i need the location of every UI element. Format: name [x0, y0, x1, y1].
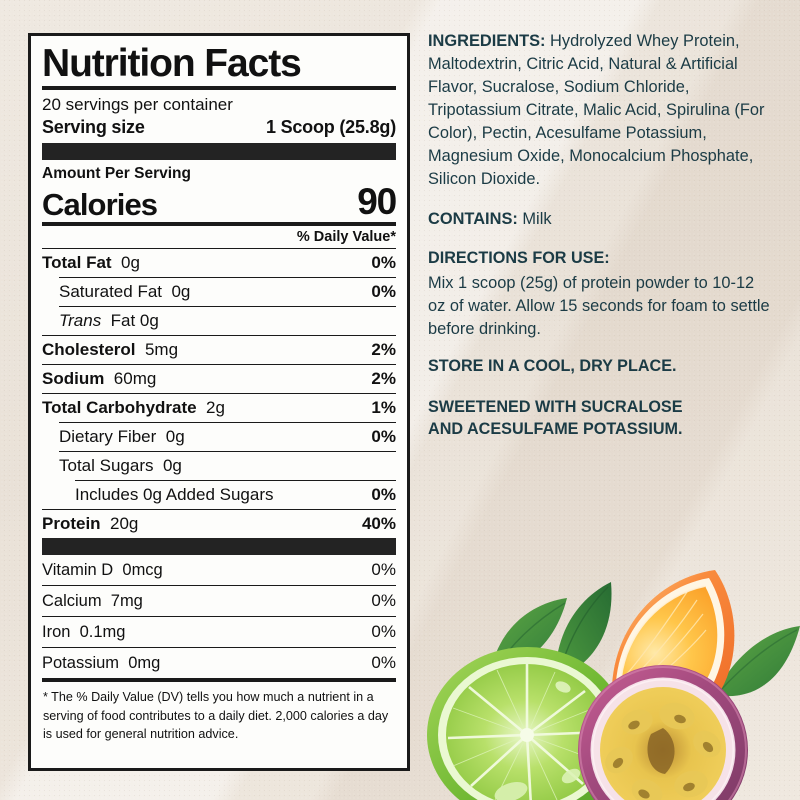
- nutrient-name: Cholesterol 5mg: [42, 340, 179, 360]
- contains-paragraph: CONTAINS: Milk: [428, 208, 776, 231]
- lime-half: [427, 647, 627, 800]
- passion-fruit-half: [578, 665, 748, 800]
- calories-row: Calories 90: [42, 181, 397, 223]
- nutrient-daily-value: 1%: [371, 398, 396, 418]
- vitamin-row: Potassium 0mg 0%: [42, 648, 396, 678]
- nutrient-daily-value: 0%: [371, 427, 396, 447]
- vitamin-rows: Vitamin D 0mcg 0% Calcium 7mg 0% Iron 0.1mg 0…: [42, 555, 396, 678]
- nutrient-daily-value: 0%: [371, 282, 396, 302]
- nutrition-facts-title: Nutrition Facts: [42, 42, 302, 85]
- nutrient-row: Dietary Fiber 0g 0%: [42, 423, 396, 451]
- nutrient-amount: 0g: [111, 253, 140, 273]
- nutrient-amount: 0g: [153, 456, 182, 476]
- serving-size-row: Serving size 1 Scoop (25.8g): [42, 117, 396, 143]
- vitamin-row-divider: [42, 585, 396, 587]
- row-divider: [42, 335, 396, 337]
- daily-value-header: % Daily Value*: [296, 229, 396, 246]
- nutrient-row: Sodium 60mg 2%: [42, 365, 396, 393]
- sweetener-line-2: AND ACESULFAME POTASSIUM.: [428, 420, 683, 439]
- nutrient-name: Sodium 60mg: [42, 369, 157, 389]
- servings-per-container: 20 servings per container: [42, 95, 233, 114]
- vitamin-name: Vitamin D 0mcg: [42, 561, 163, 580]
- storage-notice: STORE IN A COOL, DRY PLACE.: [428, 356, 677, 375]
- row-divider: [59, 451, 396, 453]
- nutrient-name: Total Sugars 0g: [59, 456, 182, 476]
- ingredients-label: INGREDIENTS:: [428, 32, 546, 50]
- nutrient-amount: 0g: [162, 282, 191, 302]
- vitamin-row-divider: [42, 616, 396, 618]
- sweetener-notice: SWEETENED WITH SUCRALOSE AND ACESULFAME …: [428, 397, 776, 441]
- nutrient-name: Dietary Fiber 0g: [59, 427, 185, 447]
- vitamin-row: Iron 0.1mg 0%: [42, 617, 396, 647]
- nutrient-daily-value: 0%: [371, 253, 396, 273]
- directions-heading: DIRECTIONS FOR USE:: [428, 248, 610, 267]
- row-divider: [75, 480, 396, 482]
- nutrient-row: Saturated Fat 0g 0%: [42, 278, 396, 306]
- row-divider: [59, 422, 396, 424]
- orange-wedge: [612, 570, 735, 690]
- nutrient-amount: 2g: [196, 398, 225, 418]
- nutrient-amount: 20g: [100, 514, 139, 534]
- calories-value: 90: [357, 181, 397, 223]
- nutrient-daily-value: 0%: [371, 485, 396, 505]
- divider-thick-top: [42, 143, 396, 161]
- nutrient-row: Total Carbohydrate 2g 1%: [42, 394, 396, 422]
- nutrient-row: Includes 0g Added Sugars 0%: [42, 481, 396, 509]
- vitamin-daily-value: 0%: [371, 622, 396, 642]
- nutrient-name: Includes 0g Added Sugars: [75, 485, 274, 505]
- vitamin-daily-value: 0%: [371, 653, 396, 673]
- vitamin-row: Vitamin D 0mcg 0%: [42, 555, 396, 585]
- directions-text: Mix 1 scoop (25g) of protein powder to 1…: [428, 273, 770, 338]
- vitamin-name: Iron 0.1mg: [42, 623, 126, 642]
- serving-size-value: 1 Scoop (25.8g): [265, 117, 396, 138]
- contains-label: CONTAINS:: [428, 209, 518, 228]
- nutrient-daily-value: 40%: [361, 514, 396, 534]
- nutrient-name: Trans Fat 0g: [59, 311, 159, 331]
- nutrient-row: Trans Fat 0g: [42, 307, 396, 335]
- nutrient-daily-value: 2%: [371, 369, 396, 389]
- fruit-illustration: [415, 560, 800, 800]
- vitamin-daily-value: 0%: [371, 591, 396, 611]
- row-divider: [59, 277, 396, 279]
- nutrient-name: Protein 20g: [42, 514, 139, 534]
- row-divider: [59, 306, 396, 308]
- nutrient-row: Protein 20g 40%: [42, 510, 396, 538]
- divider-thick-bottom: [42, 538, 396, 556]
- nutrient-row: Cholesterol 5mg 2%: [42, 336, 396, 364]
- vitamin-name: Calcium 7mg: [42, 592, 143, 611]
- nutrient-name: Saturated Fat 0g: [59, 282, 191, 302]
- divider-above-footnote: [42, 678, 396, 683]
- row-divider: [42, 509, 396, 511]
- vitamin-daily-value: 0%: [371, 560, 396, 580]
- nutrition-facts-panel: Nutrition Facts 20 servings per containe…: [28, 33, 410, 771]
- nutrient-rows: Total Fat 0g 0% Saturated Fat 0g 0% Trans Fa…: [42, 248, 396, 538]
- ingredients-text: Hydrolyzed Whey Protein, Maltodextrin, C…: [428, 32, 765, 188]
- serving-size-label: Serving size: [42, 117, 145, 138]
- nutrient-amount: Fat 0g: [101, 311, 159, 331]
- row-divider: [42, 364, 396, 366]
- leaf-icon: [715, 626, 800, 697]
- product-info-column: INGREDIENTS: Hydrolyzed Whey Protein, Ma…: [428, 30, 776, 461]
- nutrient-row: Total Fat 0g 0%: [42, 249, 396, 277]
- calories-label: Calories: [42, 187, 158, 223]
- row-divider: [42, 393, 396, 395]
- amount-per-serving-label: Amount Per Serving: [42, 165, 191, 183]
- nutrient-name: Total Fat 0g: [42, 253, 140, 273]
- contains-text: Milk: [517, 209, 552, 228]
- nutrient-amount: 60mg: [104, 369, 157, 389]
- nutrient-row: Total Sugars 0g: [42, 452, 396, 480]
- ingredients-paragraph: INGREDIENTS: Hydrolyzed Whey Protein, Ma…: [428, 30, 776, 191]
- sweetener-line-1: SWEETENED WITH SUCRALOSE: [428, 398, 683, 417]
- nutrient-name: Total Carbohydrate 2g: [42, 398, 225, 418]
- vitamin-row: Calcium 7mg 0%: [42, 586, 396, 616]
- nutrient-amount: 5mg: [135, 340, 179, 360]
- vitamin-name: Potassium 0mg: [42, 654, 161, 673]
- nutrient-daily-value: 2%: [371, 340, 396, 360]
- divider-under-calories: [42, 222, 396, 227]
- daily-value-footnote: * The % Daily Value (DV) tells you how m…: [43, 690, 389, 741]
- nutrient-amount: 0g: [156, 427, 185, 447]
- row-divider: [42, 248, 396, 250]
- vitamin-row-divider: [42, 647, 396, 649]
- divider-under-title: [42, 86, 396, 90]
